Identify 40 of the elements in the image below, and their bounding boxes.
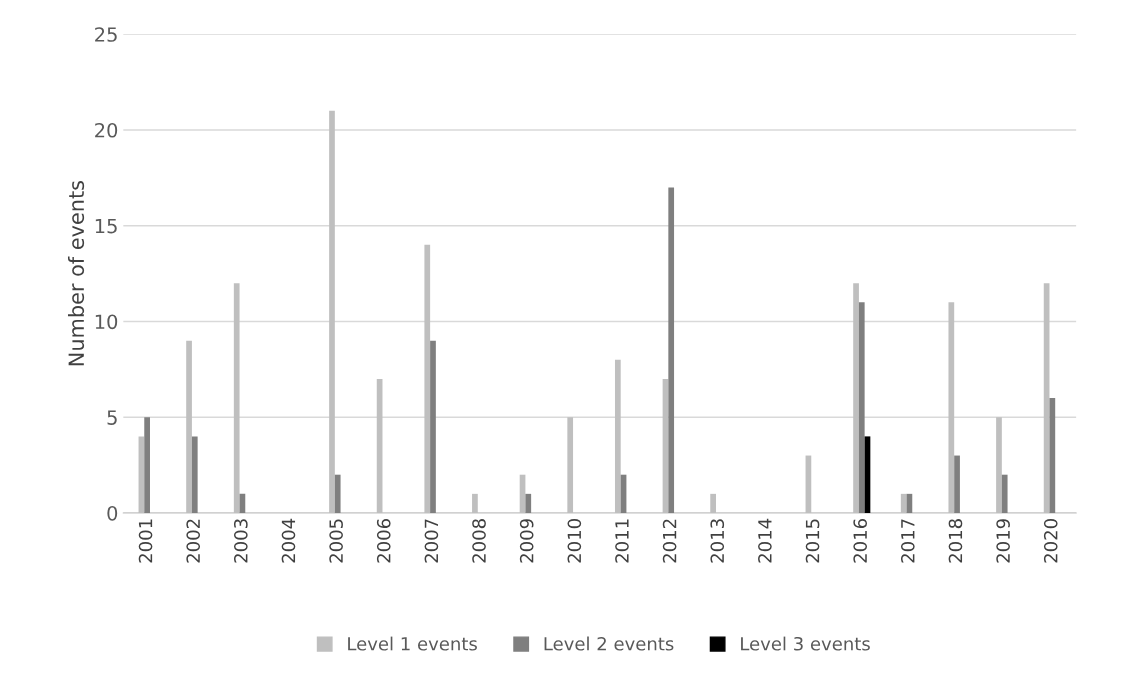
x-tick-label: 2020 [1043,519,1058,563]
bar [1049,398,1056,513]
bar [858,302,865,513]
x-tick-label: 2011 [615,519,629,563]
y-tick-label: 5 [107,410,117,425]
y-tick-label: 25 [95,27,117,42]
bar [144,417,150,513]
bar [430,340,436,513]
y-axis-title: Number of events [67,181,85,366]
bar [668,187,675,513]
bar [191,436,198,513]
x-tick-label: 2004 [281,518,296,563]
x-tick-label: 2010 [567,519,582,563]
x-tick-label: 2001 [138,519,153,563]
bar [1001,474,1008,513]
x-tick-label: 2012 [662,519,677,563]
x-tick-label: 2008 [472,519,486,563]
x-tick-label: 2019 [996,519,1010,563]
x-tick-label: 2013 [710,519,725,563]
x-tick-label: 2018 [948,519,963,563]
legend-label: Level 2 events [544,636,674,651]
y-tick-label: 0 [107,505,118,521]
x-tick-label: 2002 [186,519,201,563]
x-tick-label: 2006 [376,519,391,563]
bar [334,474,341,513]
x-tick-label: 2016 [853,519,868,563]
y-tick-label: 20 [95,122,118,138]
x-tick-label: 2009 [519,519,534,563]
legend-label: Level 1 events [348,636,477,651]
y-tick-label: 15 [95,218,117,234]
x-tick-label: 2015 [805,519,820,563]
x-tick-label: 2005 [329,519,343,563]
bar [954,455,960,513]
x-tick-label: 2014 [758,518,772,563]
x-tick-label: 2017 [900,519,915,563]
legend-label: Level 3 events [741,636,870,651]
bar [525,493,532,513]
x-tick-label: 2003 [234,519,248,563]
y-tick-label: 10 [95,314,118,330]
x-tick-label: 2007 [424,519,439,563]
